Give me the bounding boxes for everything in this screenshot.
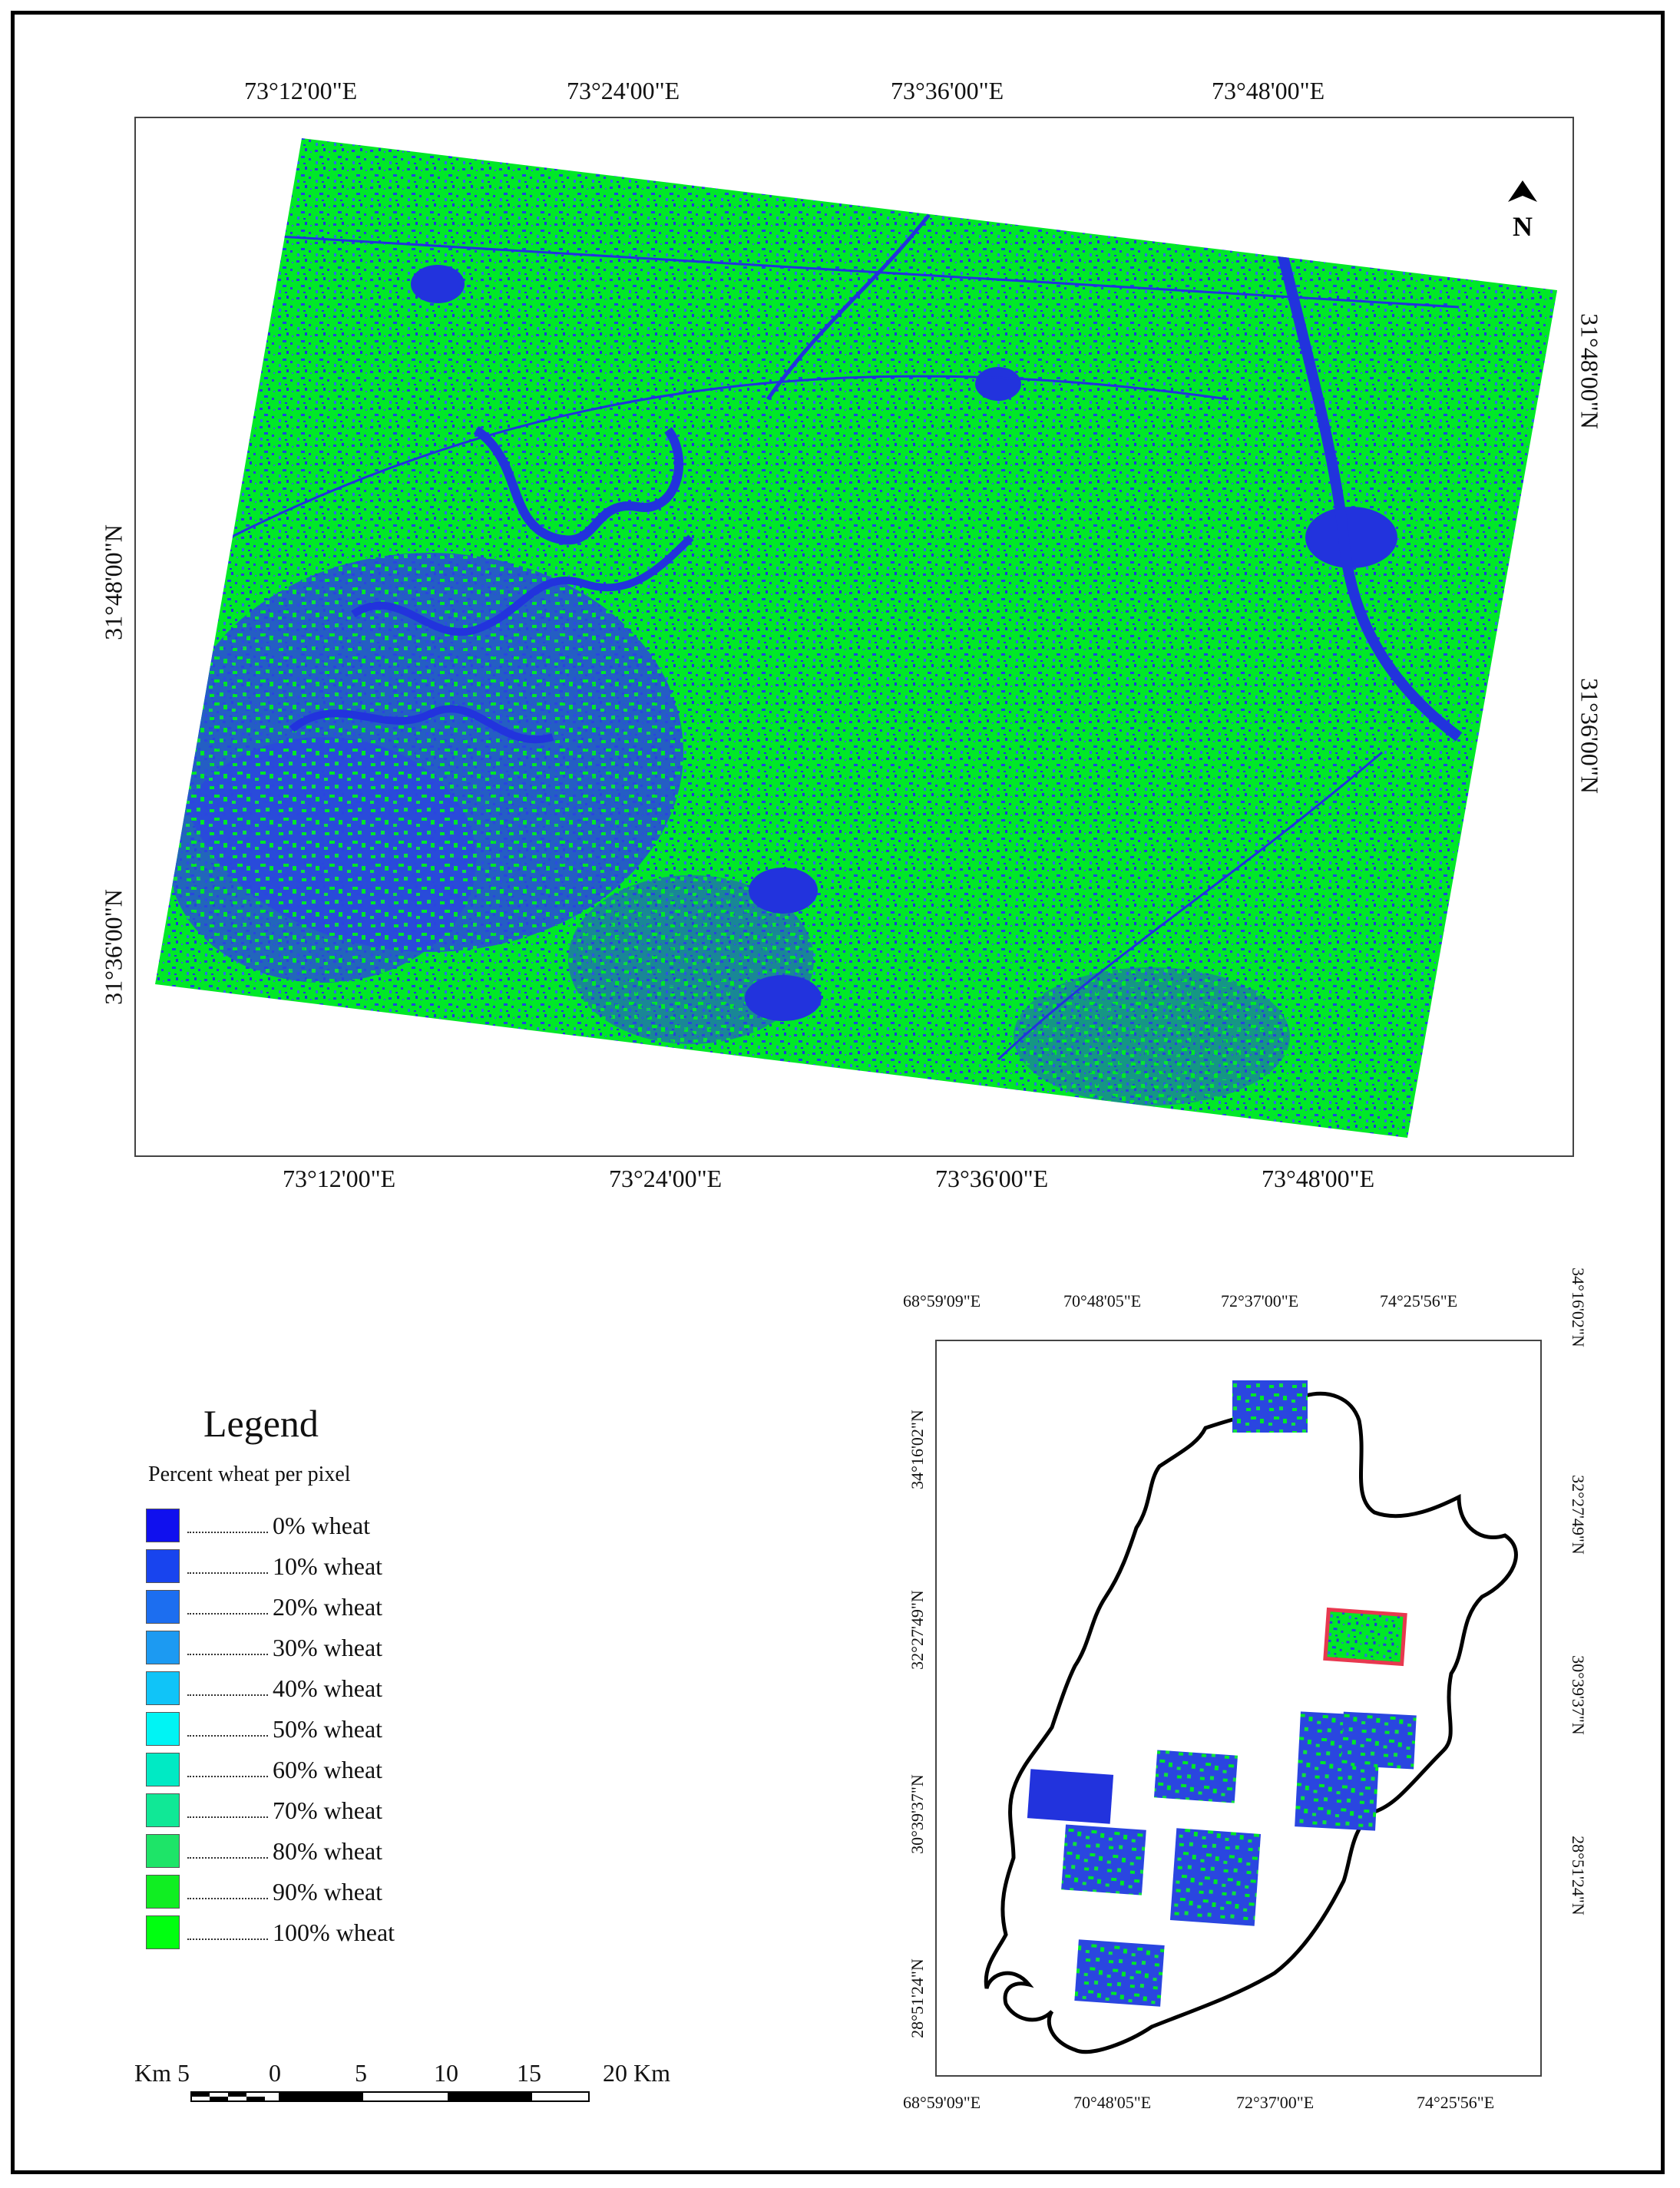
inset-left-lat-1: 34°16'02"N bbox=[908, 1410, 927, 1489]
legend-item: 50% wheat bbox=[146, 1712, 382, 1746]
scale-label-10: 10 bbox=[434, 2059, 458, 2087]
inset-right-lat-3: 30°39'37"N bbox=[1569, 1655, 1588, 1735]
north-arrow-icon: N bbox=[1508, 180, 1537, 242]
legend-item-label: 90% wheat bbox=[273, 1877, 383, 1905]
legend-item: 100% wheat bbox=[146, 1915, 395, 1949]
legend-swatch bbox=[146, 1590, 180, 1624]
main-left-lat-1: 31°48'00"N bbox=[99, 524, 127, 640]
inset-top-lon-2: 70°48'05"E bbox=[1063, 1291, 1142, 1310]
page-frame bbox=[11, 11, 1665, 2174]
legend-swatch bbox=[146, 1834, 180, 1868]
legend-item: 80% wheat bbox=[146, 1834, 382, 1868]
scale-label-15: 15 bbox=[517, 2059, 541, 2087]
main-top-lon-3: 73°36'00"E bbox=[891, 77, 1004, 104]
legend-item-label: 30% wheat bbox=[273, 1633, 383, 1661]
main-bottom-lon-4: 73°48'00"E bbox=[1262, 1165, 1375, 1192]
legend-item-label: 50% wheat bbox=[273, 1714, 383, 1743]
main-map-raster bbox=[155, 138, 1557, 1138]
main-bottom-lon-2: 73°24'00"E bbox=[609, 1165, 723, 1192]
legend-item-label: 10% wheat bbox=[273, 1552, 383, 1580]
inset-top-lon-1: 68°59'09"E bbox=[903, 1291, 981, 1310]
legend-item: 0% wheat bbox=[146, 1509, 370, 1542]
inset-right-lat-4: 28°51'24"N bbox=[1569, 1836, 1588, 1915]
inset-left-lat-2: 32°27'49"N bbox=[908, 1590, 927, 1670]
legend-item: 10% wheat bbox=[146, 1549, 382, 1583]
inset-bottom-lon-1: 68°59'09"E bbox=[903, 2093, 981, 2112]
inset-right-lat-1: 34°16'02"N bbox=[1569, 1268, 1588, 1347]
scale-label-right: 20 Km bbox=[603, 2059, 670, 2087]
legend-item-label: 70% wheat bbox=[273, 1796, 383, 1824]
inset-top-lon-4: 74°25'56"E bbox=[1380, 1291, 1458, 1310]
legend-swatch bbox=[146, 1549, 180, 1583]
inset-bottom-lon-2: 70°48'05"E bbox=[1073, 2093, 1152, 2112]
inset-left-lat-4: 28°51'24"N bbox=[908, 1958, 927, 2038]
legend-swatch bbox=[146, 1631, 180, 1664]
scale-label-5: 5 bbox=[355, 2059, 367, 2087]
legend-swatch bbox=[146, 1793, 180, 1827]
legend-subtitle: Percent wheat per pixel bbox=[148, 1463, 351, 1486]
main-map-frame bbox=[134, 117, 1574, 1157]
legend-item-label: 100% wheat bbox=[273, 1918, 395, 1946]
legend-item: 20% wheat bbox=[146, 1590, 382, 1624]
legend-item-label: 80% wheat bbox=[273, 1836, 383, 1865]
legend-item: 30% wheat bbox=[146, 1631, 382, 1664]
legend-title: Legend bbox=[203, 1402, 319, 1445]
legend-swatch bbox=[146, 1915, 180, 1949]
legend-item: 90% wheat bbox=[146, 1875, 382, 1909]
scale-label-left: Km 5 bbox=[134, 2059, 190, 2087]
inset-bottom-lon-4: 74°25'56"E bbox=[1417, 2093, 1495, 2112]
main-top-lon-4: 73°48'00"E bbox=[1212, 77, 1325, 104]
legend-item: 60% wheat bbox=[146, 1753, 382, 1786]
legend-swatch bbox=[146, 1875, 180, 1909]
legend-swatch bbox=[146, 1712, 180, 1746]
legend-item-label: 40% wheat bbox=[273, 1674, 383, 1702]
legend-item-label: 20% wheat bbox=[273, 1592, 383, 1621]
north-label: N bbox=[1513, 211, 1533, 242]
legend-swatch bbox=[146, 1509, 180, 1542]
inset-right-lat-2: 32°27'49"N bbox=[1569, 1475, 1588, 1555]
legend-item: 70% wheat bbox=[146, 1793, 382, 1827]
main-right-lat-2: 31°36'00"N bbox=[1576, 678, 1604, 794]
inset-map-frame bbox=[935, 1340, 1542, 2077]
legend-item-label: 60% wheat bbox=[273, 1755, 383, 1783]
main-bottom-lon-1: 73°12'00"E bbox=[283, 1165, 396, 1192]
inset-bottom-lon-3: 72°37'00"E bbox=[1236, 2093, 1315, 2112]
scale-bar bbox=[190, 2091, 590, 2102]
legend-item: 40% wheat bbox=[146, 1671, 382, 1705]
inset-left-lat-3: 30°39'37"N bbox=[908, 1774, 927, 1854]
legend-swatch bbox=[146, 1671, 180, 1705]
inset-top-lon-3: 72°37'00"E bbox=[1221, 1291, 1299, 1310]
main-top-lon-1: 73°12'00"E bbox=[244, 77, 358, 104]
main-right-lat-1: 31°48'00"N bbox=[1576, 313, 1604, 429]
main-bottom-lon-3: 73°36'00"E bbox=[935, 1165, 1049, 1192]
main-left-lat-2: 31°36'00"N bbox=[99, 889, 127, 1005]
legend-swatch bbox=[146, 1753, 180, 1786]
legend-item-label: 0% wheat bbox=[273, 1511, 371, 1539]
main-top-lon-2: 73°24'00"E bbox=[567, 77, 680, 104]
scale-label-0: 0 bbox=[269, 2059, 281, 2087]
